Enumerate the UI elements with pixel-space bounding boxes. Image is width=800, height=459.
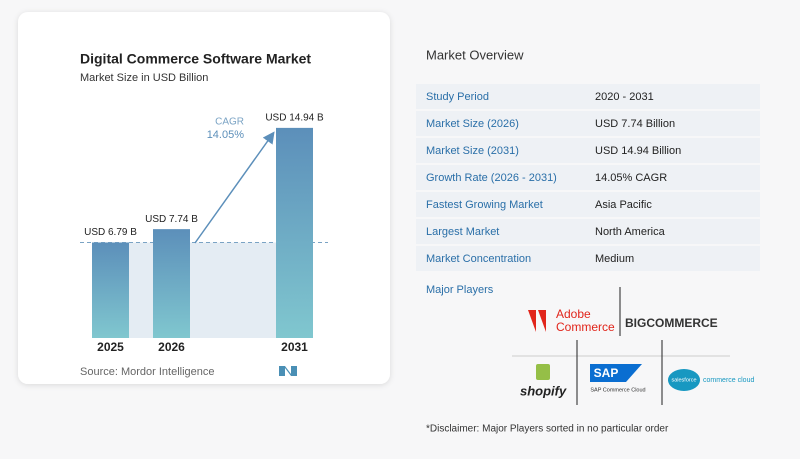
value-label: USD 14.94 B bbox=[265, 113, 324, 124]
source: Source: Mordor Intelligence bbox=[80, 366, 215, 378]
table-row bbox=[416, 246, 760, 271]
row-label: Market Size (2031) bbox=[426, 145, 519, 157]
logo-text: salesforce bbox=[671, 377, 696, 383]
table-row bbox=[416, 219, 760, 244]
chart-subtitle: Market Size in USD Billion bbox=[80, 72, 208, 84]
table-row bbox=[416, 84, 760, 109]
logo-text: SAP bbox=[594, 366, 619, 380]
row-value: 14.05% CAGR bbox=[595, 172, 667, 184]
logo-text: SAP Commerce Cloud bbox=[590, 387, 645, 393]
row-value: Medium bbox=[595, 253, 634, 265]
row-label: Fastest Growing Market bbox=[426, 199, 543, 211]
row-label: Market Size (2026) bbox=[426, 118, 519, 130]
cagr-value: 14.05% bbox=[207, 129, 245, 141]
row-label: Largest Market bbox=[426, 226, 499, 238]
x-tick-label: 2025 bbox=[97, 340, 124, 354]
x-tick-label: 2031 bbox=[281, 340, 308, 354]
table-row bbox=[416, 138, 760, 163]
row-value: Asia Pacific bbox=[595, 199, 652, 211]
bar bbox=[92, 242, 129, 338]
row-value: USD 14.94 Billion bbox=[595, 145, 681, 157]
salesforce-icon bbox=[668, 369, 700, 391]
overview-title: Market Overview bbox=[426, 47, 524, 62]
logo-text: commerce cloud bbox=[703, 377, 754, 384]
row-label: Market Concentration bbox=[426, 253, 531, 265]
chart-title: Digital Commerce Software Market bbox=[80, 51, 311, 67]
row-value: 2020 - 2031 bbox=[595, 91, 654, 103]
value-label: USD 7.74 B bbox=[145, 214, 198, 225]
disclaimer: *Disclaimer: Major Players sorted in no … bbox=[426, 424, 669, 435]
row-label: Growth Rate (2026 - 2031) bbox=[426, 172, 557, 184]
shopify-icon bbox=[536, 364, 550, 380]
logo-text: Commerce bbox=[556, 320, 615, 334]
table-row bbox=[416, 192, 760, 217]
x-tick-label: 2026 bbox=[158, 340, 185, 354]
cagr-arrow bbox=[194, 131, 275, 244]
cagr-label: CAGR bbox=[215, 117, 244, 128]
bar bbox=[276, 127, 313, 338]
row-value: USD 7.74 Billion bbox=[595, 118, 675, 130]
logo-text: shopify bbox=[520, 383, 567, 398]
row-label: Study Period bbox=[426, 91, 489, 103]
bar bbox=[153, 229, 190, 338]
value-label: USD 6.79 B bbox=[84, 227, 137, 238]
logo-text: BIGCOMMERCE bbox=[625, 316, 718, 330]
table-row bbox=[416, 111, 760, 136]
brand-icon bbox=[279, 366, 297, 376]
table-row bbox=[416, 165, 760, 190]
logo-text: Adobe bbox=[556, 307, 591, 321]
players-title: Major Players bbox=[426, 284, 494, 296]
row-value: North America bbox=[595, 226, 666, 238]
adobe-icon bbox=[528, 310, 546, 332]
sap-icon bbox=[590, 364, 642, 382]
